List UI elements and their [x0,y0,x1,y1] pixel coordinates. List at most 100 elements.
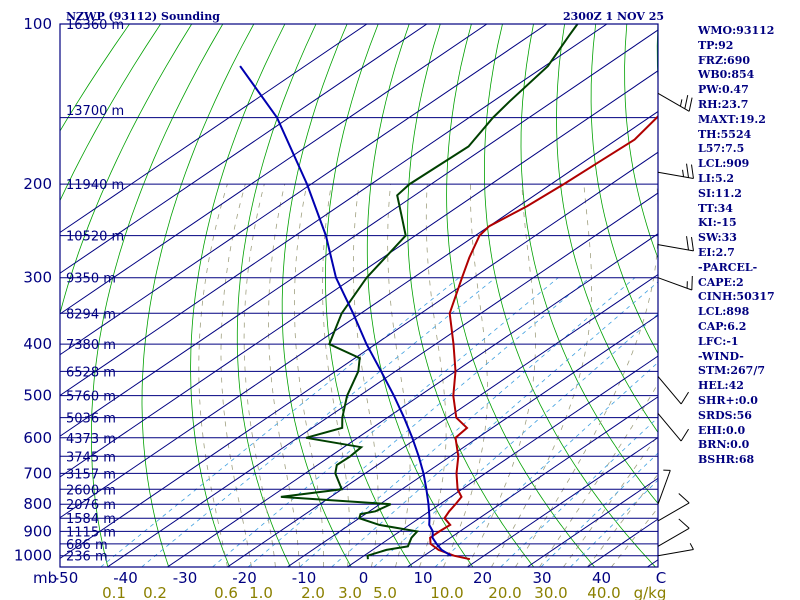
mixing-ratio-line [570,479,658,567]
index-value: WB0:854 [698,68,755,82]
temperature-tick-label: 30 [532,569,551,587]
index-value: SHR+:0.0 [698,393,758,407]
pressure-tick-label: 500 [23,387,52,405]
wind-barb [657,518,690,547]
moist-adiabat [539,382,658,567]
temperature-tick-label: -50 [54,569,79,587]
isotherm-lines [60,24,658,567]
height-label: 5760 m [66,390,116,405]
temperature-tick-label: C [656,569,666,587]
moist-adiabat [294,184,324,567]
dry-adiabat [590,24,658,355]
pressure-unit-label: mb [33,569,57,587]
mixing-ratio-tick-label: 40.0 [587,584,620,600]
isotherm [60,29,658,437]
index-value: FRZ:690 [698,53,751,67]
pressure-tick-label: 100 [23,15,52,33]
isotherm [467,436,658,567]
temperature-tick-label: -40 [113,569,138,587]
isotherm [60,24,428,274]
temperature-tick-label: -10 [292,569,317,587]
dry-adiabat [624,24,658,260]
mixing-ratio-line [500,416,658,567]
height-label: 16360 m [66,18,124,33]
pressure-tick-label: 1000 [14,547,52,565]
index-value: LFC:-1 [698,334,739,348]
moist-adiabat [243,184,276,567]
temperature-tick-label: -20 [232,569,257,587]
wind-barb [657,413,689,442]
index-value: BRN:0.0 [698,438,750,452]
isotherm [60,24,368,234]
height-label: 10520 m [66,230,124,245]
moist-adiabat [220,183,252,567]
moist-adiabat [419,184,447,567]
index-value: -PARCEL- [698,260,758,274]
mixing-ratio-line [373,313,658,567]
isotherm [60,110,658,519]
height-label: 1584 m [66,512,116,527]
index-value: CAPE:2 [698,275,744,289]
mixing-ratio-line [141,277,496,567]
moist-adiabat [268,184,300,567]
isotherm [227,273,658,567]
pressure-tick-label: 700 [23,464,52,482]
isotherm [60,70,658,478]
wind-barb [657,276,693,291]
index-value: LCL:909 [698,157,750,171]
moist-adiabat [352,184,379,567]
mixing-ratio-tick-label: 0.1 [102,584,126,600]
height-label: 686 m [66,538,108,553]
moist-adiabat [198,183,228,567]
isotherm [60,24,548,356]
index-value: CINH:50317 [698,290,775,304]
parcel-profile [239,65,452,557]
height-label: 11940 m [66,178,124,193]
wind-barb [657,92,693,112]
mixing-ratio-tick-label: g/kg [634,584,667,600]
height-label: 1115 m [66,525,116,540]
mixing-ratio-tick-label: 3.0 [338,584,362,600]
index-value: SRDS:56 [698,408,752,422]
height-label: 236 m [66,550,108,565]
index-value: LCL:898 [698,305,750,319]
pressure-tick-label: 300 [23,269,52,287]
dry-adiabat [366,24,474,567]
isotherm [347,355,658,567]
index-value: KI:-15 [698,216,737,230]
temperature-tick-label: 20 [473,569,492,587]
mixing-ratio-line [299,277,636,567]
isotherm [287,314,658,567]
index-value: MAXT:19.2 [698,112,766,126]
moist-adiabat [322,184,350,567]
plot-frame [59,23,659,568]
temperature-profile [429,115,658,561]
height-label: 6528 m [66,365,116,380]
dry-adiabat [190,24,286,567]
pressure-tick-label: 600 [23,429,52,447]
wind-barb [657,236,694,252]
moist-adiabat [563,434,658,567]
index-value: CAP:6.2 [698,319,747,333]
mixing-ratio-tick-label: 0.6 [214,584,238,600]
dry-adiabat [281,24,352,567]
height-label: 7380 m [66,338,116,353]
dry-adiabat [325,24,413,567]
wind-barb [657,376,689,405]
dry-adiabat [556,24,658,434]
index-value: LI:5.2 [698,171,735,185]
mixing-ratio-tick-label: 0.2 [143,584,167,600]
pressure-tick-label: 200 [23,175,52,193]
moist-adiabat [491,184,592,567]
index-value: RH:23.7 [698,97,749,111]
index-value: SW:33 [698,231,737,245]
moist-adiabat [467,184,536,567]
mixing-ratio-line [434,361,658,567]
temperature-tick-label: -30 [173,569,198,587]
index-value: PW:0.47 [698,83,749,97]
height-label: 13700 m [66,104,124,119]
temperature-tick-label: 10 [413,569,432,587]
temperature-tick-label: 40 [592,569,611,587]
index-value: SI:11.2 [698,186,742,200]
height-label: 9350 m [66,272,116,287]
